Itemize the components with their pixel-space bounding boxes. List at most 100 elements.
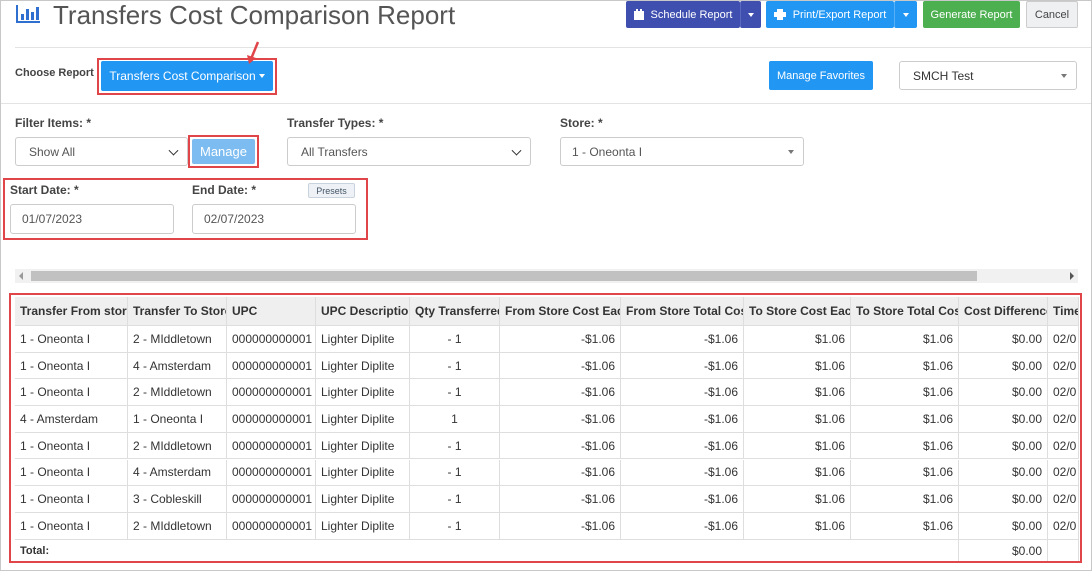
table-cell: Lighter Diplite [316,486,410,513]
table-cell: $1.06 [744,459,851,487]
column-header: Transfer From store [15,297,128,326]
table-cell: -$1.06 [621,432,744,460]
transfer-types-select[interactable]: All Transfers [287,137,531,166]
table-cell: 02/0 [1048,379,1079,407]
table-cell: $1.06 [744,432,851,460]
table-cell: Lighter Diplite [316,326,410,353]
table-cell: 4 - Amsterdam [128,459,227,487]
table-cell: $1.06 [744,326,851,353]
column-header: To Store Cost Each [744,297,851,326]
table-cell: $1.06 [851,406,959,433]
table-cell: -$1.06 [500,406,621,433]
table-cell: 02/0 [1048,406,1079,433]
table-cell: - 1 [410,486,500,513]
table-cell: -$1.06 [500,459,621,487]
table-cell: 4 - Amsterdam [128,352,227,380]
report-icon [16,5,40,23]
table-cell: $0.00 [959,352,1048,380]
end-date-label: End Date: * [192,183,257,197]
end-date-input[interactable]: 02/07/2023 [192,204,356,234]
table-cell: Lighter Diplite [316,459,410,487]
table-cell: -$1.06 [500,432,621,460]
table-cell: 2 - MIddletown [128,432,227,460]
table-cell: Lighter Diplite [316,352,410,380]
report-select-button[interactable]: Transfers Cost Comparison [101,61,273,91]
schedule-dropdown[interactable] [740,1,761,28]
table-cell: Lighter Diplite [316,379,410,407]
page-title: Transfers Cost Comparison Report [53,0,456,30]
table-cell: Lighter Diplite [316,512,410,540]
table-cell: Lighter Diplite [316,432,410,460]
divider [1,103,1091,104]
table-cell: Lighter Diplite [316,406,410,433]
table-cell: - 1 [410,459,500,487]
table-cell: 000000000001 [227,352,316,380]
table-cell: 02/0 [1048,486,1079,513]
table-cell: -$1.06 [621,379,744,407]
column-header: UPC Description [316,297,410,326]
scrollbar-thumb[interactable] [31,271,977,281]
table-cell: $1.06 [851,379,959,407]
table-cell: -$1.06 [621,512,744,540]
column-header: Time [1048,297,1079,326]
table-cell: 000000000001 [227,406,316,433]
table-cell: 02/0 [1048,326,1079,353]
table-cell: $1.06 [744,512,851,540]
table-cell: 000000000001 [227,512,316,540]
generate-report-button[interactable]: Generate Report [923,1,1020,28]
highlight-box [188,135,259,168]
button-label: Transfers Cost Comparison [109,69,256,83]
input-value: 01/07/2023 [22,212,83,226]
table-cell: -$1.06 [621,486,744,513]
table-cell: - 1 [410,432,500,460]
store-select[interactable]: 1 - Oneonta I [560,137,804,166]
table-cell: -$1.06 [621,406,744,433]
select-value: SMCH Test [913,68,974,83]
table-cell: $1.06 [744,406,851,433]
table-cell: 2 - MIddletown [128,326,227,353]
table-cell: -$1.06 [500,486,621,513]
horizontal-scrollbar[interactable] [15,269,1078,283]
column-header: Transfer To Store [128,297,227,326]
print-export-button[interactable]: Print/Export Report [766,1,894,28]
highlight-box [97,58,277,95]
print-dropdown[interactable] [894,1,917,28]
table-cell: $1.06 [851,486,959,513]
table-cell: -$1.06 [500,326,621,353]
table-cell: $1.06 [851,512,959,540]
table-cell: - 1 [410,512,500,540]
table-cell: 000000000001 [227,326,316,353]
table-cell: -$1.06 [621,326,744,353]
location-select[interactable]: SMCH Test [899,61,1077,90]
table-cell: 4 - Amsterdam [15,406,128,433]
table-cell: - 1 [410,326,500,353]
select-value: 1 - Oneonta I [572,144,643,159]
table-cell: $0.00 [959,512,1048,540]
filter-items-select[interactable]: Show All [15,137,188,166]
table-cell: $1.06 [851,459,959,487]
start-date-input[interactable]: 01/07/2023 [10,204,174,234]
table-cell: $0.00 [959,326,1048,353]
store-label: Store: * [560,116,603,130]
table-cell: 1 - Oneonta I [15,326,128,353]
table-cell: 02/0 [1048,352,1079,380]
button-label: Print/Export Report [792,8,887,21]
table-cell: 000000000001 [227,432,316,460]
table-cell: -$1.06 [621,459,744,487]
highlight-box [3,178,368,240]
table-cell: 1 - Oneonta I [15,432,128,460]
manage-button[interactable]: Manage [192,139,255,164]
transfer-types-label: Transfer Types: * [287,116,384,130]
table-cell: 000000000001 [227,486,316,513]
table-cell: $0.00 [959,486,1048,513]
table-cell: 1 - Oneonta I [128,406,227,433]
column-header: Cost Difference [959,297,1048,326]
table-cell: 1 - Oneonta I [15,459,128,487]
table-cell: 000000000001 [227,459,316,487]
cancel-button[interactable]: Cancel [1026,1,1078,28]
manage-favorites-button[interactable]: Manage Favorites [769,61,873,90]
presets-button[interactable]: Presets [308,183,355,198]
table-cell: 000000000001 [227,379,316,407]
schedule-report-button[interactable]: Schedule Report [626,1,740,28]
table-cell: $1.06 [744,486,851,513]
